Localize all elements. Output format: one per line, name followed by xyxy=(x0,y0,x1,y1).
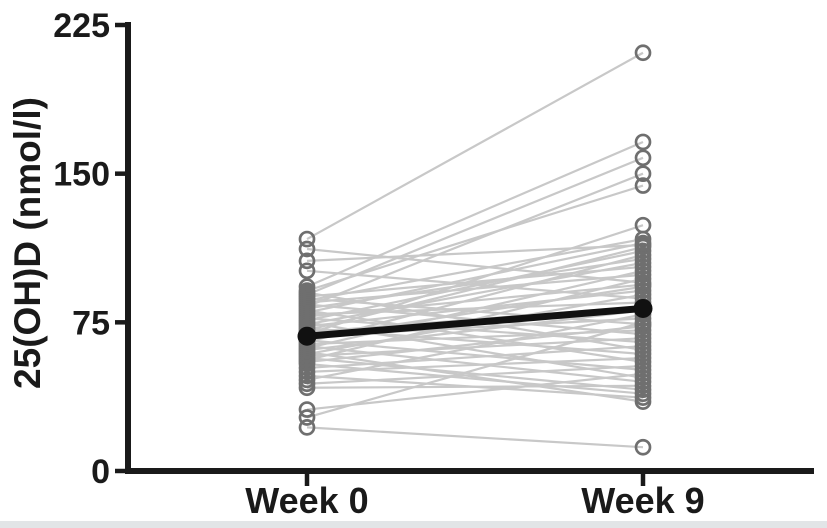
subject-line xyxy=(306,426,644,449)
data-point-marker-week9 xyxy=(634,133,652,151)
subject-line xyxy=(306,140,644,288)
mean-line xyxy=(306,304,644,340)
data-point-marker-week0 xyxy=(298,401,316,418)
subject-line xyxy=(306,51,644,241)
subject-line xyxy=(306,372,644,411)
data-point-marker-week9 xyxy=(634,377,652,395)
subject-line xyxy=(306,243,644,262)
data-point-marker-week9 xyxy=(634,329,652,347)
data-point-marker-week9 xyxy=(634,216,652,234)
data-point-marker-week9 xyxy=(634,270,652,288)
data-point-marker-week9 xyxy=(634,238,652,256)
subject-line xyxy=(306,321,644,419)
data-point-marker-week0 xyxy=(298,409,316,426)
data-point-marker-week0 xyxy=(298,230,316,248)
subject-line xyxy=(306,265,644,298)
data-point-marker-week9 xyxy=(634,44,652,62)
y-axis-tick-label: 225 xyxy=(53,7,110,45)
data-point-marker-week9 xyxy=(634,177,652,194)
subject-line xyxy=(306,384,644,389)
data-point-marker-week9 xyxy=(634,438,652,456)
y-axis-tick-label: 0 xyxy=(91,453,110,491)
data-point-marker-week9 xyxy=(634,278,652,296)
x-axis-category-label: Week 0 xyxy=(245,480,368,521)
subject-line xyxy=(306,283,644,318)
data-point-marker-week0 xyxy=(298,262,316,280)
data-point-marker-week0 xyxy=(298,240,316,258)
y-axis-tick-label: 75 xyxy=(72,304,110,342)
data-point-marker-week9 xyxy=(634,349,652,367)
subject-line xyxy=(306,237,644,302)
data-point-marker-week9 xyxy=(634,389,652,407)
subject-line xyxy=(306,249,644,322)
data-point-marker-week9 xyxy=(634,246,652,264)
subject-line xyxy=(306,156,644,296)
subject-line xyxy=(306,247,644,284)
subject-line xyxy=(306,345,644,370)
subject-line xyxy=(306,241,644,314)
x-axis-category-label: Week 9 xyxy=(581,480,704,521)
data-point-marker-week0 xyxy=(298,419,316,436)
data-point-marker-week9 xyxy=(634,149,652,167)
data-point-marker-week9 xyxy=(634,165,652,183)
data-point-marker-week9 xyxy=(634,262,652,280)
data-point-marker-week9 xyxy=(634,337,652,355)
y-axis-tick-label: 150 xyxy=(53,156,110,194)
data-point-marker-week9 xyxy=(634,365,652,383)
data-point-marker-week9 xyxy=(634,254,652,272)
mean-point-week0 xyxy=(297,326,317,346)
subject-line xyxy=(306,269,644,350)
y-axis-title: 25(OH)D (nmol/l) xyxy=(7,97,48,389)
data-point-marker-week9 xyxy=(634,357,652,375)
subject-line xyxy=(306,184,644,292)
data-point-marker-week0 xyxy=(298,379,316,397)
subject-line xyxy=(306,261,644,326)
data-point-marker-week0 xyxy=(298,252,316,270)
mean-point-week9 xyxy=(633,298,653,318)
subject-line xyxy=(306,224,644,336)
subject-line xyxy=(306,325,644,364)
subject-line xyxy=(306,253,644,344)
subject-line xyxy=(306,313,644,381)
subject-line xyxy=(306,364,644,385)
bottom-strip xyxy=(0,521,827,528)
subject-line xyxy=(306,172,644,308)
